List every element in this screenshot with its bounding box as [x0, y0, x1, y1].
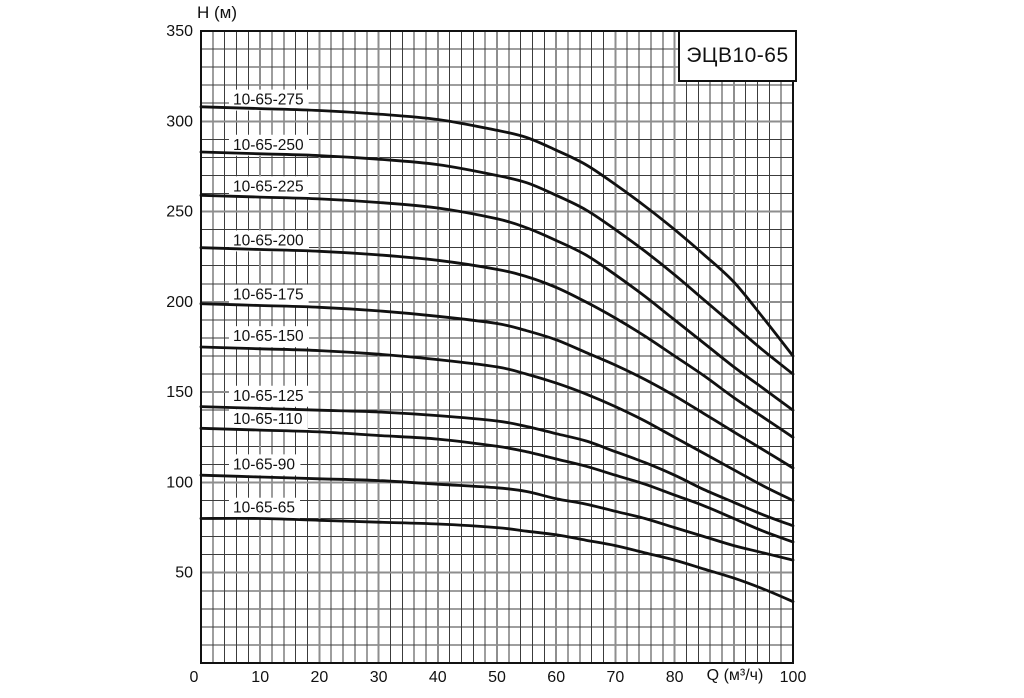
pump-curve-10-65-125: [199, 405, 795, 528]
curve-label-10-65-90: 10-65-90: [233, 456, 295, 473]
pump-curve-10-65-275: [199, 105, 795, 358]
curve-label-bg-10-65-150: [228, 326, 310, 348]
curve-label-10-65-250: 10-65-250: [233, 137, 304, 154]
x-tick-label-60: 60: [547, 669, 565, 686]
x-tick-label-100: 100: [780, 669, 807, 686]
pump-curve-10-65-175: [199, 302, 795, 470]
y-tick-label-50: 50: [175, 565, 193, 582]
curve-label-10-65-225: 10-65-225: [233, 178, 304, 195]
curve-label-10-65-125: 10-65-125: [233, 388, 304, 405]
x-tick-label-40: 40: [429, 669, 447, 686]
curve-label-10-65-275: 10-65-275: [233, 92, 304, 109]
curve-label-bg-10-65-275: [228, 89, 309, 111]
curve-label-10-65-110: 10-65-110: [233, 411, 303, 428]
curve-label-bg-10-65-250: [228, 134, 310, 156]
pump-curve-10-65-250: [199, 150, 795, 376]
x-tick-label-80: 80: [666, 669, 684, 686]
chart-title: ЭЦВ10-65: [686, 44, 789, 67]
curve-label-bg-10-65-175: [228, 284, 309, 306]
curve-label-bg-10-65-90: [228, 454, 301, 476]
y-tick-label-150: 150: [166, 384, 193, 401]
y-tick-label-100: 100: [166, 474, 193, 491]
x-tick-label-30: 30: [370, 669, 388, 686]
curve-label-bg-10-65-200: [228, 230, 310, 252]
curve-label-10-65-65: 10-65-65: [233, 500, 295, 517]
y-tick-label-200: 200: [166, 294, 193, 311]
chart-title-box: ЭЦВ10-65: [678, 30, 797, 82]
x-tick-label-10: 10: [251, 669, 269, 686]
pump-curve-10-65-225: [199, 193, 795, 412]
pump-curve-10-65-90: [199, 473, 795, 562]
pump-curve-10-65-65: [199, 516, 795, 603]
x-tick-label-50: 50: [488, 669, 506, 686]
curve-label-10-65-200: 10-65-200: [233, 232, 304, 249]
y-tick-label-350: 350: [166, 23, 193, 40]
curve-label-10-65-175: 10-65-175: [233, 287, 304, 304]
x-tick-label-20: 20: [311, 669, 329, 686]
curve-label-10-65-150: 10-65-150: [233, 328, 304, 345]
x-tick-label-0: 0: [190, 669, 199, 686]
y-tick-label-250: 250: [166, 204, 193, 221]
y-axis-title: H (м): [197, 3, 238, 22]
x-axis-title: Q (м³/ч): [706, 667, 764, 684]
x-tick-label-70: 70: [607, 669, 625, 686]
curve-label-bg-10-65-125: [228, 385, 309, 407]
curve-label-bg-10-65-110: [228, 409, 308, 431]
pump-curve-10-65-200: [199, 246, 795, 439]
pump-curve-10-65-110: [199, 426, 795, 544]
y-tick-label-300: 300: [166, 113, 193, 130]
curve-label-bg-10-65-225: [228, 176, 309, 198]
pump-curve-10-65-150: [199, 345, 795, 502]
curve-label-bg-10-65-65: [228, 497, 301, 519]
